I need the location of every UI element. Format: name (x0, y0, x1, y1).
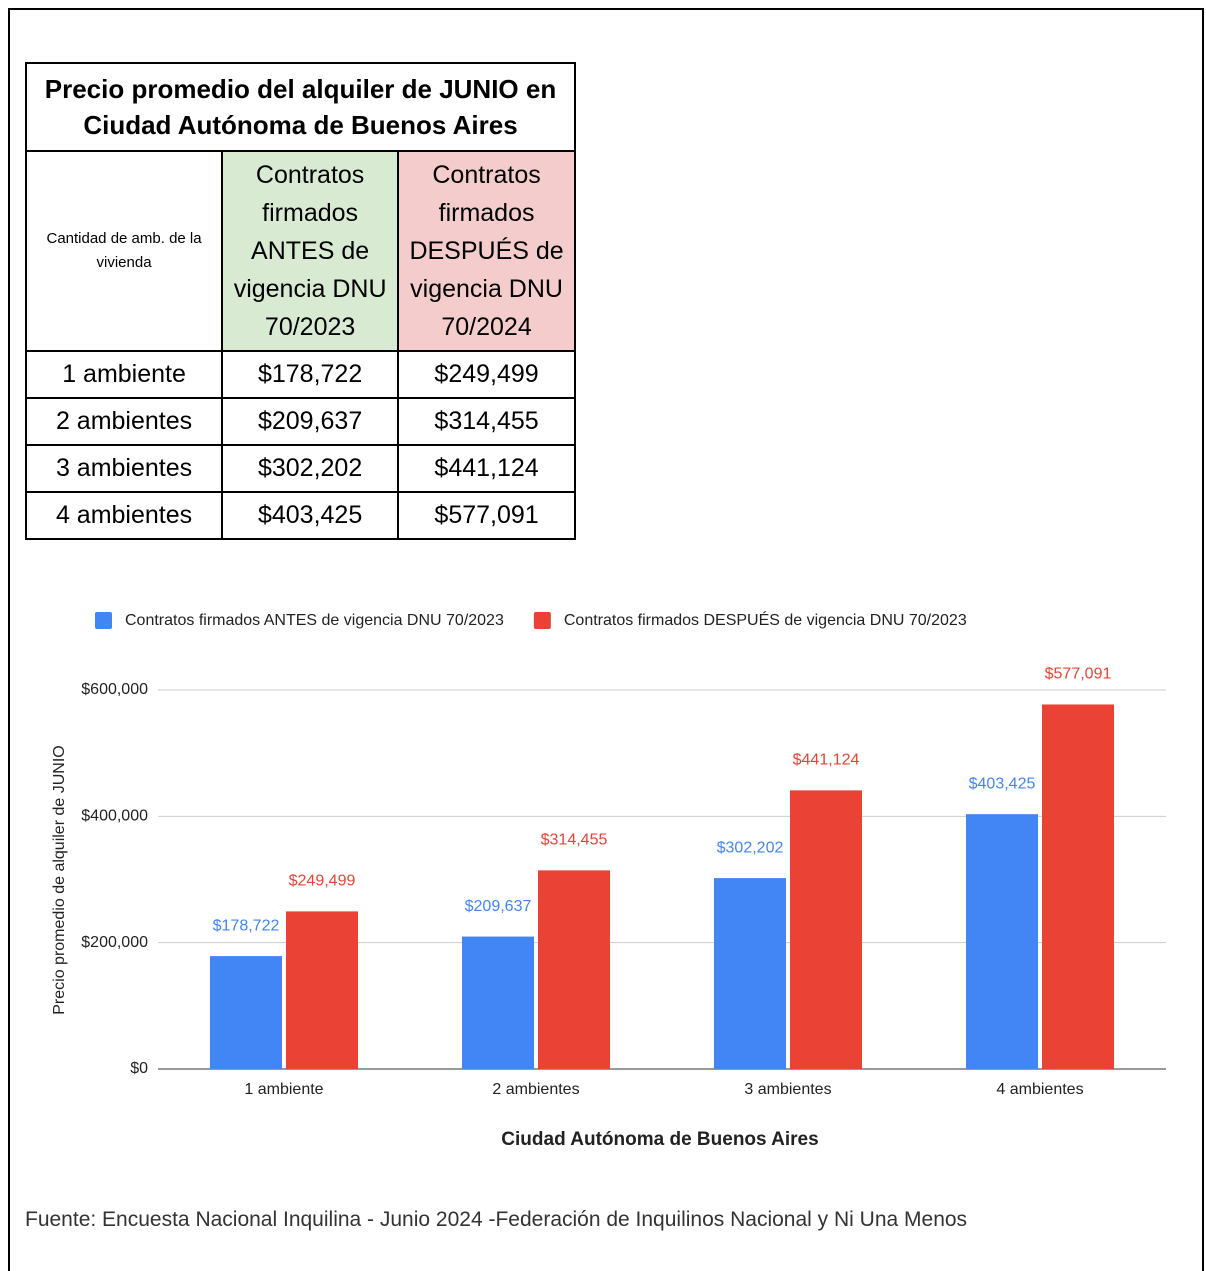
table-title: Precio promedio del alquiler de JUNIO en… (25, 62, 576, 152)
cell: $403,425 (221, 491, 400, 540)
cell: $302,202 (221, 444, 400, 493)
y-tick-label: $0 (130, 1060, 148, 1077)
y-axis-title: Precio promedio de alquiler de JUNIO (51, 745, 68, 1014)
cell: $314,455 (397, 397, 576, 446)
header-cell: Contratos firmados DESPUÉS de vigencia D… (397, 150, 576, 352)
bar (966, 814, 1038, 1069)
bar (538, 870, 610, 1069)
data-label: $209,637 (465, 898, 532, 915)
y-tick-label: $600,000 (81, 681, 148, 698)
data-label: $577,091 (1045, 666, 1112, 683)
cell: $178,722 (221, 350, 400, 399)
legend-label: Contratos firmados ANTES de vigencia DNU… (125, 612, 504, 629)
x-tick-label: 2 ambientes (492, 1081, 579, 1098)
bar (286, 911, 358, 1069)
y-tick-label: $200,000 (81, 934, 148, 951)
bar (714, 878, 786, 1069)
cell: $209,637 (221, 397, 400, 446)
data-label: $441,124 (793, 752, 860, 769)
legend-label: Contratos firmados DESPUÉS de vigencia D… (564, 610, 967, 629)
cell: $577,091 (397, 491, 576, 540)
header-cell: Cantidad de amb. de la vivienda (24, 150, 224, 352)
x-tick-label: 3 ambientes (744, 1081, 831, 1098)
data-label: $178,722 (213, 917, 280, 934)
y-tick-label: $400,000 (81, 808, 148, 825)
cell: 2 ambientes (24, 397, 224, 446)
cell: 1 ambiente (24, 350, 224, 399)
cell: $249,499 (397, 350, 576, 399)
bar (462, 936, 534, 1069)
data-label: $302,202 (717, 839, 784, 856)
cell: 4 ambientes (24, 491, 224, 540)
legend-swatch (533, 612, 551, 629)
bar (790, 790, 862, 1069)
x-tick-label: 1 ambiente (244, 1081, 323, 1098)
source-note: Fuente: Encuesta Nacional Inquilina - Ju… (25, 1208, 968, 1231)
bar (1042, 704, 1114, 1069)
x-axis-title: Ciudad Autónoma de Buenos Aires (501, 1129, 818, 1150)
cell: $441,124 (397, 444, 576, 493)
frame (8, 8, 1204, 1271)
data-label: $403,425 (969, 775, 1036, 792)
price-table: Precio promedio del alquiler de JUNIO en… (24, 62, 576, 540)
legend-swatch (95, 612, 112, 629)
data-label: $249,499 (289, 873, 356, 890)
x-tick-label: 4 ambientes (996, 1081, 1083, 1098)
bar (210, 956, 282, 1069)
data-label: $314,455 (541, 832, 608, 849)
header-cell: Contratos firmados ANTES de vigencia DNU… (221, 150, 400, 352)
chart: Precio promedio de alquiler de JUNIO Ciu… (51, 610, 1166, 1150)
cell: 3 ambientes (24, 444, 224, 493)
